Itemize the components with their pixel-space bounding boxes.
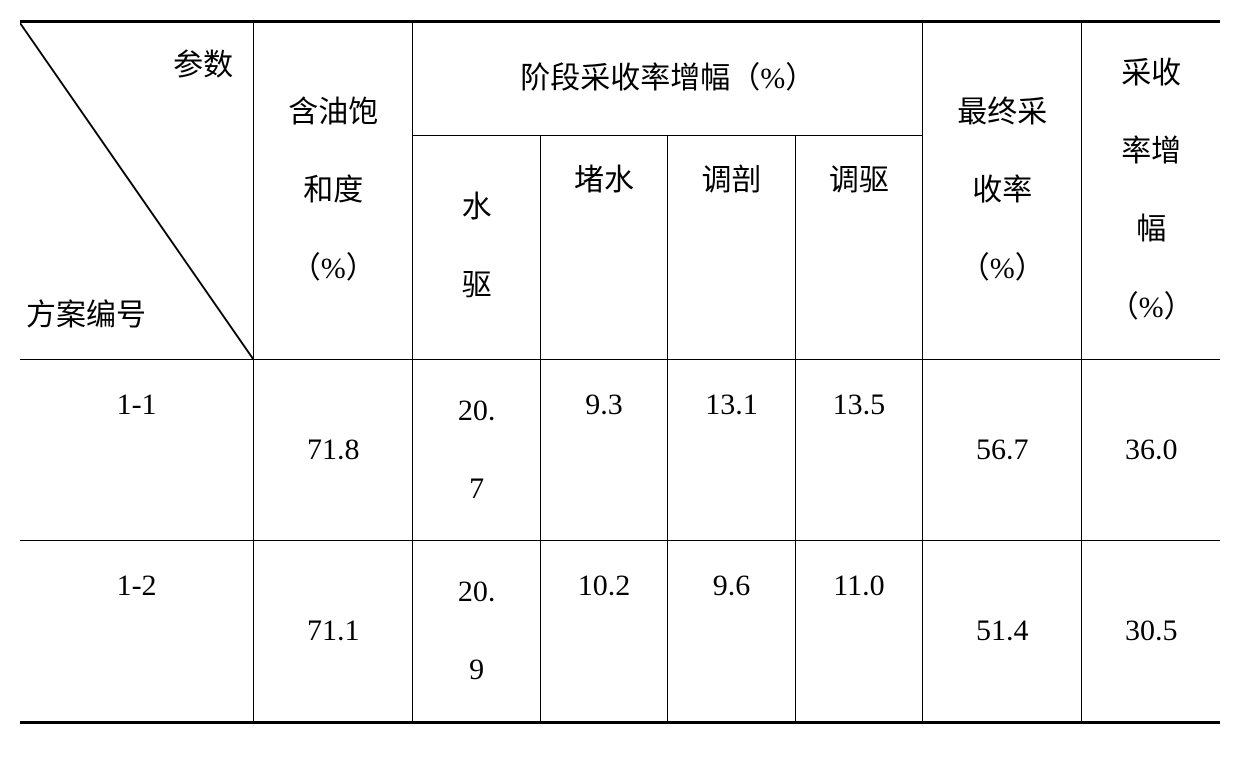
oil-sat-header: 含油饱 和度 （%）	[254, 22, 413, 360]
table-row: 1-2 71.1 20. 9 10.2 9.6	[20, 541, 1220, 723]
table-body: 1-1 71.8 20. 7 9.3 13.1	[20, 360, 1220, 723]
diag-top-label: 参数	[173, 33, 233, 99]
cell-gain: 30.5	[1082, 541, 1220, 723]
cell-gain: 36.0	[1082, 360, 1220, 541]
cell-final: 56.7	[923, 360, 1082, 541]
cell-profile: 13.1	[668, 360, 795, 541]
diag-bottom-label: 方案编号	[26, 283, 146, 349]
cell-profile: 9.6	[668, 541, 795, 723]
recovery-table: 参数 方案编号 含油饱 和度 （%） 阶段采收率增幅（%） 最终采	[20, 20, 1220, 724]
cell-displacement: 11.0	[795, 541, 922, 723]
table-row: 1-1 71.8 20. 7 9.3 13.1	[20, 360, 1220, 541]
stage-sub-plugging-header: 堵水	[540, 135, 667, 359]
table-head: 参数 方案编号 含油饱 和度 （%） 阶段采收率增幅（%） 最终采	[20, 22, 1220, 360]
stage-group-header: 阶段采收率增幅（%）	[413, 22, 923, 136]
stage-sub-displacement-header: 调驱	[795, 135, 922, 359]
cell-water: 20. 7	[413, 360, 540, 541]
table-container: 参数 方案编号 含油饱 和度 （%） 阶段采收率增幅（%） 最终采	[20, 20, 1220, 724]
gain-recovery-header: 采收 率增 幅 （%）	[1082, 22, 1220, 360]
cell-plan-id: 1-2	[20, 541, 254, 723]
cell-plugging: 9.3	[540, 360, 667, 541]
cell-displacement: 13.5	[795, 360, 922, 541]
diagonal-header: 参数 方案编号	[20, 22, 254, 360]
cell-plan-id: 1-1	[20, 360, 254, 541]
stage-sub-water-header: 水 驱	[413, 135, 540, 359]
cell-oil-sat: 71.1	[254, 541, 413, 723]
cell-final: 51.4	[923, 541, 1082, 723]
stage-sub-profile-header: 调剖	[668, 135, 795, 359]
cell-oil-sat: 71.8	[254, 360, 413, 541]
final-recovery-header: 最终采 收率 （%）	[923, 22, 1082, 360]
cell-water: 20. 9	[413, 541, 540, 723]
cell-plugging: 10.2	[540, 541, 667, 723]
